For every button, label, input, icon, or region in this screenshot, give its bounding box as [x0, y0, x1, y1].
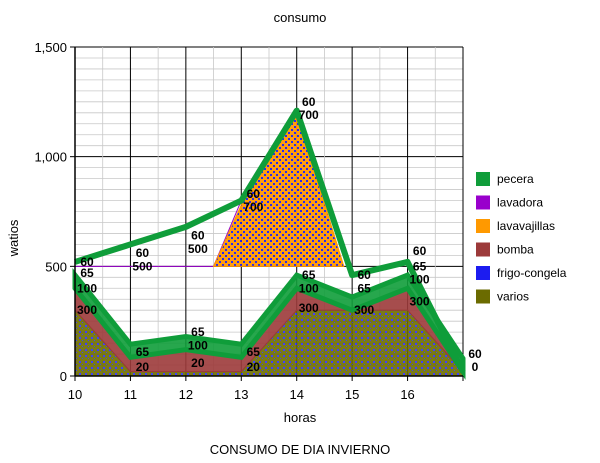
- legend: pecera lavadora lavavajillas bomba frigo-con…: [476, 172, 567, 304]
- data-label: 100: [299, 281, 319, 295]
- data-label: 20: [247, 360, 261, 374]
- data-label: 300: [299, 301, 319, 315]
- data-label: 60: [413, 244, 427, 258]
- data-label: 60: [247, 187, 261, 201]
- series-line-pecera: [74, 107, 466, 373]
- data-label: 300: [77, 303, 97, 317]
- data-label: 20: [136, 360, 150, 374]
- legend-label-pecera: pecera: [497, 172, 534, 186]
- x-axis-title: horas: [284, 410, 317, 425]
- data-label-layer: 6065100300605006520605006510020607006520…: [77, 95, 482, 374]
- x-tick-label: 14: [289, 387, 303, 402]
- legend-swatch-pecera: [476, 172, 490, 186]
- area-layer: [72, 107, 466, 380]
- data-label: 65: [413, 259, 427, 273]
- data-label: 700: [243, 200, 263, 214]
- legend-label-bomba: bomba: [497, 243, 534, 257]
- y-axis-title: watios: [6, 219, 21, 257]
- data-label: 300: [354, 303, 374, 317]
- legend-label-lavavajillas: lavavajillas: [497, 219, 555, 233]
- legend-swatch-frigo-congela: [476, 266, 490, 280]
- data-label: 500: [188, 242, 208, 256]
- legend-swatch-bomba: [476, 242, 490, 257]
- data-label: 60: [302, 95, 316, 109]
- axis-layer: 0 500 1,000 1,500 10 11 12 13 14 15 16: [34, 40, 464, 402]
- legend-label-lavadora: lavadora: [497, 196, 543, 210]
- data-label: 65: [80, 266, 94, 280]
- data-label: 500: [132, 259, 152, 273]
- data-label: 60: [80, 255, 94, 269]
- legend-label-frigo-congela: frigo-congela: [497, 266, 567, 280]
- x-tick-label: 13: [234, 387, 248, 402]
- data-label: 65: [357, 281, 371, 295]
- chart-title: consumo: [274, 10, 327, 25]
- y-tick-label: 1,000: [34, 150, 67, 165]
- data-label: 65: [136, 345, 150, 359]
- data-label: 60: [468, 347, 482, 361]
- y-tick-label: 1,500: [34, 40, 67, 55]
- data-label: 65: [191, 325, 205, 339]
- data-label: 0: [472, 360, 479, 374]
- x-tick-label: 11: [124, 387, 138, 402]
- chart-caption: CONSUMO DE DIA INVIERNO: [210, 442, 391, 457]
- data-label: 65: [247, 345, 261, 359]
- data-label: 60: [136, 246, 150, 260]
- legend-swatch-lavavajillas: [476, 219, 490, 233]
- data-label: 65: [302, 268, 316, 282]
- data-label: 100: [77, 281, 97, 295]
- y-tick-label: 500: [45, 259, 67, 274]
- data-label: 20: [191, 356, 205, 370]
- data-label: 60: [357, 268, 371, 282]
- data-label: 300: [410, 294, 430, 308]
- x-tick-label: 15: [345, 387, 359, 402]
- legend-swatch-lavadora: [476, 195, 490, 210]
- data-label: 100: [410, 272, 430, 286]
- x-tick-label: 16: [400, 387, 414, 402]
- data-label: 700: [299, 108, 319, 122]
- data-label: 60: [191, 229, 205, 243]
- legend-label-varios: varios: [497, 290, 529, 304]
- x-tick-label: 10: [68, 387, 82, 402]
- y-tick-label: 0: [60, 369, 67, 384]
- x-tick-label: 12: [179, 387, 193, 402]
- legend-swatch-varios: [476, 289, 490, 304]
- data-label: 100: [188, 338, 208, 352]
